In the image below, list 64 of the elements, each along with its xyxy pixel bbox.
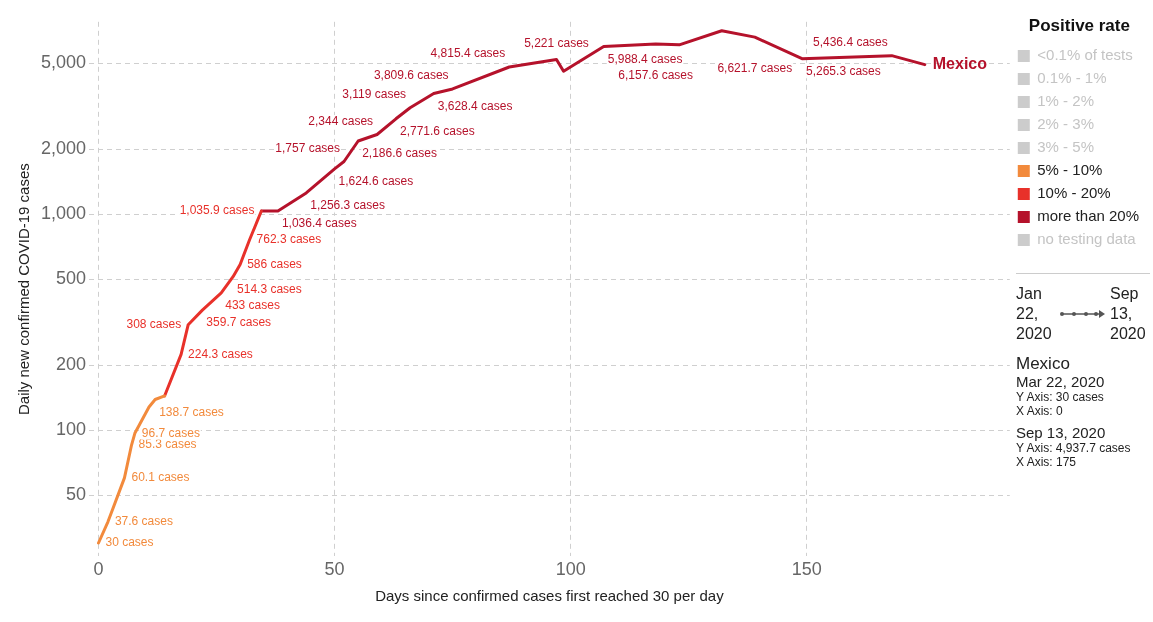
legend-label: <0.1% of tests bbox=[1037, 46, 1133, 64]
text: X Axis: 0 bbox=[1016, 404, 1064, 418]
data-label: 5,988.4 cases bbox=[607, 51, 683, 66]
data-label: 5,436.4 cases bbox=[813, 34, 888, 49]
y-tick-label: 50 bbox=[66, 484, 87, 505]
x-tick-label: 50 bbox=[324, 559, 345, 580]
legend-title: Positive rate bbox=[1028, 16, 1130, 36]
text: Y Axis: 30 cases bbox=[1016, 390, 1105, 404]
text: Mexico bbox=[1016, 354, 1071, 373]
legend-label: 5% - 10% bbox=[1037, 161, 1103, 179]
data-label: 85.3 cases bbox=[138, 437, 197, 452]
data-label: 586 cases bbox=[247, 256, 302, 271]
data-label: 1,757 cases bbox=[275, 140, 341, 155]
data-label: 2,344 cases bbox=[308, 113, 374, 128]
y-axis-title: Daily new confirmed COVID-19 cases bbox=[15, 163, 33, 415]
data-label: 2,186.6 cases bbox=[362, 146, 437, 161]
x-tick-label: 150 bbox=[791, 559, 822, 580]
legend-label: no testing data bbox=[1037, 230, 1137, 248]
text: Mar 22, 2020 bbox=[1016, 373, 1106, 390]
data-label: 1,256.3 cases bbox=[310, 198, 385, 213]
annotation: Mexico bbox=[932, 55, 988, 73]
text: Sep 13, 2020 bbox=[1110, 284, 1147, 344]
text: Sep 13, 2020 bbox=[1016, 424, 1107, 441]
legend-label: 1% - 2% bbox=[1037, 92, 1094, 110]
data-label: 359.7 cases bbox=[206, 315, 272, 330]
legend-label: 0.1% - 1% bbox=[1037, 69, 1107, 87]
legend-label: 10% - 20% bbox=[1037, 184, 1111, 202]
data-label: 224.3 cases bbox=[188, 346, 253, 361]
data-label: 3,628.4 cases bbox=[437, 98, 513, 113]
y-tick-label: 100 bbox=[56, 419, 87, 440]
x-tick-label: 0 bbox=[93, 559, 104, 580]
legend-label: 3% - 5% bbox=[1037, 138, 1094, 156]
y-tick-label: 1,000 bbox=[41, 203, 87, 224]
data-label: 1,035.9 cases bbox=[179, 203, 255, 218]
y-tick-label: 5,000 bbox=[41, 52, 87, 73]
data-label: 37.6 cases bbox=[114, 514, 173, 529]
y-tick-label: 2,000 bbox=[41, 138, 87, 159]
data-label: 3,809.6 cases bbox=[373, 68, 449, 83]
x-tick-label: 100 bbox=[555, 559, 586, 580]
text: Jan 22, 2020 bbox=[1016, 284, 1053, 344]
data-label: 5,221 cases bbox=[524, 35, 589, 50]
text: X Axis: 175 bbox=[1016, 455, 1078, 469]
data-label: 6,157.6 cases bbox=[618, 68, 694, 83]
data-label: 514.3 cases bbox=[237, 281, 302, 296]
data-label: 138.7 cases bbox=[159, 404, 224, 419]
data-label: 2,771.6 cases bbox=[399, 124, 475, 139]
data-label: 96.7 cases bbox=[141, 425, 200, 440]
x-axis-title: Days since confirmed cases first reached 30 per day bbox=[375, 587, 725, 605]
y-tick-label: 200 bbox=[56, 354, 87, 375]
data-label: 308 cases bbox=[126, 317, 182, 332]
data-label: 30 cases bbox=[105, 535, 154, 550]
legend-label: 2% - 3% bbox=[1037, 115, 1094, 133]
text: Y Axis: 4,937.7 cases bbox=[1016, 441, 1132, 455]
data-label: 4,815.4 cases bbox=[430, 46, 506, 61]
data-label: 1,036.4 cases bbox=[281, 216, 357, 231]
y-tick-label: 500 bbox=[56, 268, 87, 289]
data-label: 60.1 cases bbox=[131, 470, 190, 485]
data-label: 6,621.7 cases bbox=[717, 61, 793, 76]
data-label: 5,265.3 cases bbox=[806, 63, 881, 78]
data-label: 433 cases bbox=[225, 298, 280, 313]
data-label: 762.3 cases bbox=[256, 232, 322, 247]
legend-label: more than 20% bbox=[1037, 207, 1140, 225]
data-label: 3,119 cases bbox=[342, 87, 407, 102]
data-label: 1,624.6 cases bbox=[338, 174, 414, 189]
